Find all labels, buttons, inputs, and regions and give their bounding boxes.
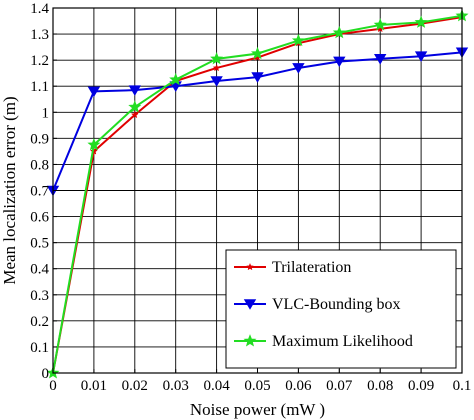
y-tick-label: 0.9 <box>30 131 49 147</box>
data-point <box>169 72 183 86</box>
x-tick-label: 0.06 <box>285 378 312 394</box>
data-point <box>414 51 428 62</box>
data-point <box>374 54 387 65</box>
x-tick-label: 0.07 <box>326 378 353 394</box>
legend-swatch-marker <box>246 262 254 271</box>
x-tick-label: 0.03 <box>163 378 189 394</box>
legend-entry: VLC-Bounding box <box>234 296 400 313</box>
legend-label: Trilateration <box>272 259 351 276</box>
y-tick-label: 0.5 <box>30 236 49 252</box>
ticks: 0 0.01 0.02 0.03 0.04 0.05 0.06 0.07 0.08 0.09 0.1… <box>30 1 471 394</box>
y-tick-label: 1 <box>42 105 50 121</box>
y-tick-label: 0.4 <box>30 262 49 278</box>
data-point <box>210 52 224 65</box>
data-point <box>130 110 139 119</box>
data-point <box>212 63 221 72</box>
y-tick-label: 1.3 <box>30 27 49 43</box>
data-point <box>373 18 387 31</box>
y-tick-label: 0.2 <box>30 314 49 330</box>
data-point <box>251 72 264 83</box>
series-layer <box>46 8 469 379</box>
x-tick-label: 0.02 <box>122 378 148 394</box>
data-point <box>87 138 101 151</box>
y-tick-label: 0.1 <box>30 340 49 356</box>
x-tick-label: 0.1 <box>453 378 472 394</box>
legend-entries: Trilateration VLC-Bounding box Maximum Lik… <box>234 259 413 350</box>
x-tick-label: 0 <box>49 378 57 394</box>
x-tick-label: 0.05 <box>244 378 270 394</box>
data-point <box>332 25 346 39</box>
legend-entry: Maximum Likelihood <box>234 333 413 350</box>
y-tick-label: 0.6 <box>30 210 49 226</box>
legend: Trilateration VLC-Bounding box Maximum Lik… <box>225 249 457 369</box>
legend-box <box>225 249 457 369</box>
data-point <box>87 86 101 98</box>
data-point <box>333 56 346 68</box>
x-tick-label: 0.01 <box>81 378 107 394</box>
y-tick-label: 0.8 <box>30 157 49 173</box>
data-point <box>291 33 305 47</box>
legend-entry: Trilateration <box>234 259 351 276</box>
x-axis-label: Noise power (mW ) <box>190 400 325 419</box>
y-tick-label: 0.7 <box>30 184 49 200</box>
data-point <box>292 63 305 74</box>
legend-swatch-marker <box>243 299 257 310</box>
data-point <box>128 85 141 96</box>
legend-swatch-marker <box>243 334 257 347</box>
data-point <box>128 100 142 113</box>
y-tick-label: 1.4 <box>30 1 49 17</box>
series-2 <box>46 8 469 379</box>
y-tick-label: 0.3 <box>30 288 49 304</box>
x-tick-label: 0.08 <box>367 378 393 394</box>
y-tick-label: 0 <box>42 366 50 382</box>
y-tick-label: 1.2 <box>30 53 49 69</box>
x-tick-label: 0.09 <box>408 378 434 394</box>
data-point <box>251 46 264 60</box>
y-axis-label: Mean localization error (m) <box>0 96 19 284</box>
data-point <box>210 76 223 87</box>
y-tick-label: 1.1 <box>30 79 49 95</box>
legend-label: Maximum Likelihood <box>272 333 413 350</box>
x-tick-label: 0.04 <box>203 378 230 394</box>
legend-label: VLC-Bounding box <box>272 296 400 313</box>
data-point <box>414 15 428 28</box>
